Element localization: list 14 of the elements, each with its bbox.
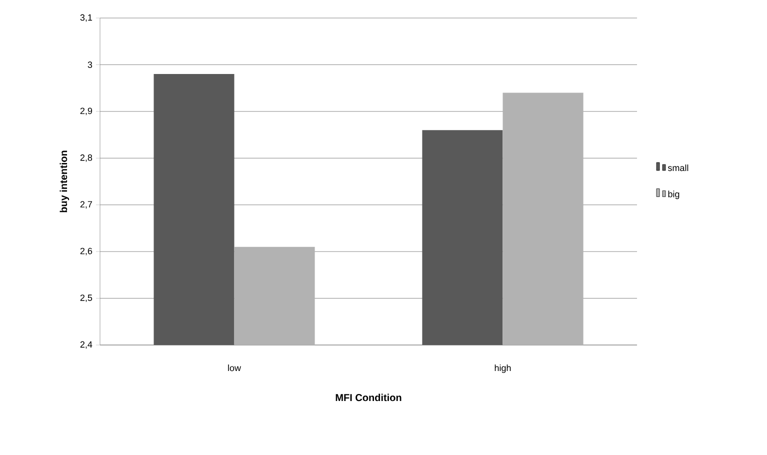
y-tick-label: 2,9	[80, 108, 92, 116]
legend-label: small	[668, 164, 688, 172]
y-axis-title: buy intention	[60, 150, 70, 212]
y-tick-label: 2,6	[80, 248, 92, 256]
y-tick-label: 2,7	[80, 201, 92, 209]
y-tick-label: 2,4	[80, 341, 92, 349]
y-tick-label: 3	[88, 62, 92, 68]
y-tick-label: 3,1	[80, 14, 92, 22]
x-tick-label: high	[494, 364, 511, 373]
y-tick-label: 2,8	[80, 154, 92, 162]
y-tick-label: 2,5	[80, 294, 92, 302]
legend-label: big	[668, 190, 680, 200]
x-axis-title: MFI Condition	[336, 394, 402, 402]
x-tick-label: low	[228, 364, 242, 372]
